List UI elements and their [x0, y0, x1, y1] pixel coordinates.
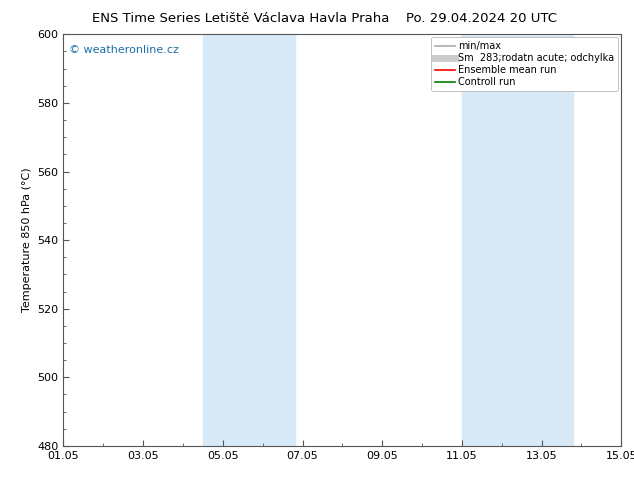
Bar	[462, 34, 574, 446]
Text: © weatheronline.cz: © weatheronline.cz	[69, 45, 179, 54]
Legend: min/max, Sm  283;rodatn acute; odchylka, Ensemble mean run, Controll run: min/max, Sm 283;rodatn acute; odchylka, …	[431, 37, 618, 91]
Text: Po. 29.04.2024 20 UTC: Po. 29.04.2024 20 UTC	[406, 12, 557, 25]
Y-axis label: Temperature 850 hPa (°C): Temperature 850 hPa (°C)	[22, 168, 32, 313]
Text: ENS Time Series Letiště Václava Havla Praha: ENS Time Series Letiště Václava Havla Pr…	[92, 12, 390, 25]
Bar	[203, 34, 295, 446]
